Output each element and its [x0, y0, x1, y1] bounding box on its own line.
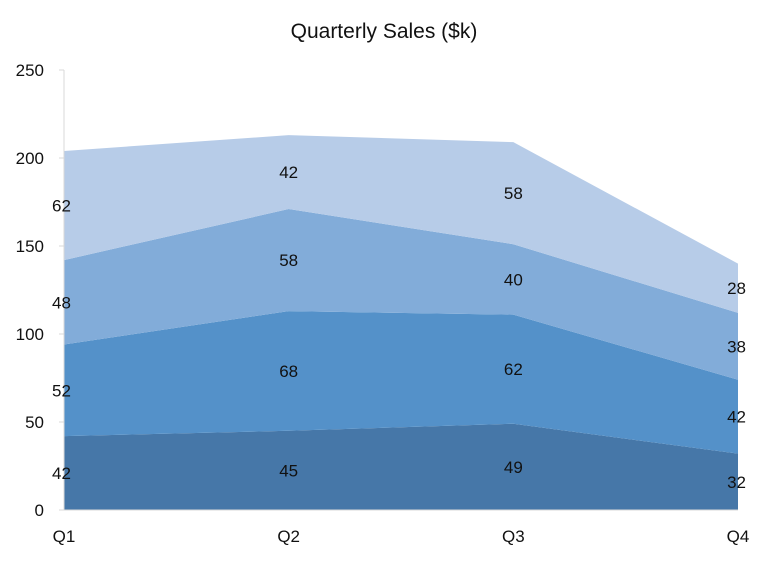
data-label: 49: [504, 458, 523, 477]
data-label: 38: [727, 337, 746, 356]
data-label: 40: [504, 270, 523, 289]
data-label: 42: [727, 408, 746, 427]
chart-title: Quarterly Sales ($k): [291, 20, 478, 43]
axes-group: 0 50 100 150 200 250 Q1 Q2 Q3 Q4: [16, 61, 750, 546]
area-series-group: [64, 135, 738, 510]
y-tick-label: 150: [16, 237, 44, 256]
x-tick-label: Q3: [502, 527, 525, 546]
x-tick-label: Q4: [727, 527, 750, 546]
area-series-2: [64, 311, 738, 454]
data-label: 45: [279, 461, 298, 480]
data-label: 52: [52, 381, 71, 400]
data-label: 58: [279, 251, 298, 270]
y-tick-label: 50: [25, 413, 44, 432]
area-series-4: [64, 135, 738, 313]
data-label: 58: [504, 184, 523, 203]
area-series-3: [64, 209, 738, 380]
data-label: 62: [52, 197, 71, 216]
y-tick-label: 200: [16, 149, 44, 168]
y-tick-label: 100: [16, 325, 44, 344]
y-tick-label: 250: [16, 61, 44, 80]
data-label: 62: [504, 360, 523, 379]
data-label: 32: [727, 473, 746, 492]
data-label: 48: [52, 293, 71, 312]
x-tick-label: Q2: [277, 527, 300, 546]
x-tick-label: Q1: [53, 527, 76, 546]
data-label: 68: [279, 362, 298, 381]
y-tick-label: 0: [35, 501, 44, 520]
area-series-1: [64, 423, 738, 510]
data-label: 42: [52, 464, 71, 483]
data-label: 42: [279, 163, 298, 182]
data-label: 28: [727, 279, 746, 298]
data-labels-group: 42 45 49 32 52 68 62 42 48 58 40 38 62 42 58 28: [52, 163, 746, 492]
